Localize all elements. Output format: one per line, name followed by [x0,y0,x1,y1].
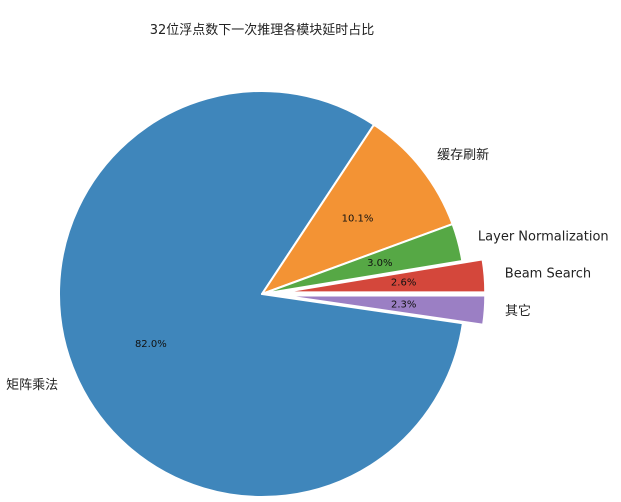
pie-slice-0 [281,294,487,326]
pie-slice-1 [58,90,464,498]
category-label-1: 矩阵乘法 [6,378,58,393]
chart-title: 32位浮点数下一次推理各模块延时占比 [150,22,375,38]
pct-label-0: 2.3% [391,299,416,310]
pct-label-3: 3.0% [367,258,392,269]
category-label-0: 其它 [505,303,531,319]
category-label-3: Layer Normalization [478,230,609,245]
labels-layer: 2.3% 其它 82.0% 矩阵乘法 10.1% 缓存刷新 3.0% Layer Normal… [6,147,608,393]
category-label-2: 缓存刷新 [437,147,489,163]
pct-label-2: 10.1% [342,213,374,224]
category-label-4: Beam Search [505,267,591,282]
pie-slice-2 [261,123,454,295]
pie-slice-3 [261,223,464,295]
pct-label-4: 2.6% [391,277,416,288]
slices-layer [58,90,487,498]
pie-slice-4 [281,258,487,294]
pct-label-1: 82.0% [135,339,167,350]
